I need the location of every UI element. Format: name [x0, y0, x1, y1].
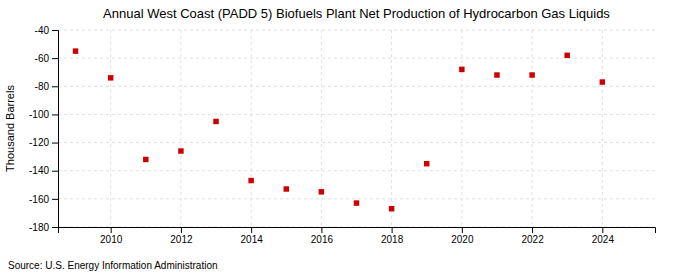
y-tick-mark: [52, 114, 58, 115]
y-tick: -180: [29, 222, 58, 233]
x-grid-line: [602, 30, 603, 227]
source: Source: U.S. Energy Information Administ…: [8, 260, 218, 271]
x-tick-label: 2016: [311, 234, 334, 245]
y-tick-mark: [52, 58, 58, 59]
y-tick-label: -160: [29, 194, 49, 205]
x-tick-label: 2022: [521, 234, 544, 245]
x-tick-mark: [532, 227, 533, 233]
y-tick: -160: [29, 194, 58, 205]
x-axis: 2010 2012 2014 2016 2018 2020 2022 2024: [59, 227, 656, 245]
x-grid-line: [251, 30, 252, 227]
points: [73, 48, 605, 211]
x-grid-line: [321, 30, 322, 227]
x-tick-label: 2018: [381, 234, 404, 245]
x-axis-line: [59, 228, 656, 234]
x-tick: 2022: [521, 227, 544, 245]
y-tick-mark: [52, 199, 58, 200]
x-tick: 2018: [381, 227, 404, 245]
x-tick: 2012: [170, 227, 193, 245]
point: [284, 186, 289, 191]
y-axis-line: [52, 31, 59, 228]
y-tick-label: -80: [35, 81, 50, 92]
x-tick: 2014: [241, 227, 264, 245]
point: [108, 75, 113, 80]
y-tick-mark: [52, 227, 58, 228]
y-tick-label: -40: [35, 25, 50, 36]
y-grid-line: [58, 170, 655, 171]
y-tick: -40: [35, 25, 58, 36]
x-tick-mark: [392, 227, 393, 233]
x-grid-line: [110, 30, 111, 227]
x-tick-mark: [111, 227, 112, 233]
point: [73, 48, 78, 53]
x-grid-line: [532, 30, 533, 227]
point: [248, 178, 253, 183]
point: [213, 119, 218, 124]
x-tick: 2016: [311, 227, 334, 245]
y-tick-mark: [52, 143, 58, 144]
y-grid-line: [58, 30, 655, 31]
y-axis: -180 -160 -140 -120 -100 -80 -60 -40: [29, 25, 59, 233]
title: Annual West Coast (PADD 5) Biofuels Plan…: [103, 6, 610, 21]
point: [178, 148, 183, 153]
y-grid-line: [58, 198, 655, 199]
grid: [58, 30, 655, 227]
x-grid-line: [180, 30, 181, 227]
y-tick: -60: [35, 53, 58, 64]
y-tick: -80: [35, 81, 58, 92]
x-tick: 2010: [100, 227, 123, 245]
x-tick-mark: [462, 227, 463, 233]
x-tick-label: 2024: [592, 234, 615, 245]
y-tick-label: -180: [29, 222, 49, 233]
x-tick-label: 2012: [170, 234, 193, 245]
y-tick-label: -140: [29, 165, 49, 176]
y-tick-mark: [52, 30, 58, 31]
point: [494, 72, 499, 77]
point: [564, 53, 569, 58]
y-tick-mark: [52, 171, 58, 172]
x-grid-line: [461, 30, 462, 227]
y-tick-label: -120: [29, 137, 49, 148]
y-grid-line: [58, 142, 655, 143]
x-tick-label: 2010: [100, 234, 123, 245]
x-tick-mark: [602, 227, 603, 233]
x-grid-line: [391, 30, 392, 227]
point: [424, 161, 429, 166]
x-tick: 2020: [451, 227, 474, 245]
y-tick: -100: [29, 109, 58, 120]
x-tick-mark: [181, 227, 182, 233]
point: [529, 72, 534, 77]
point: [389, 206, 394, 211]
point: [600, 79, 605, 84]
y-grid-line: [58, 114, 655, 115]
chart: 2010 2012 2014 2016 2018 2020 2022 2024 -180 -160…: [0, 0, 675, 275]
y-tick-label: -60: [35, 53, 50, 64]
x-tick: 2024: [592, 227, 615, 245]
y-tick-label: -100: [29, 109, 49, 120]
point: [354, 200, 359, 205]
point: [319, 189, 324, 194]
y-grid-line: [58, 86, 655, 87]
y-axis-title: Thousand Barrels: [4, 85, 16, 172]
x-tick-mark: [321, 227, 322, 233]
y-tick: -120: [29, 137, 58, 148]
x-tick-label: 2020: [451, 234, 474, 245]
point: [143, 157, 148, 162]
y-tick: -140: [29, 165, 58, 176]
x-tick-label: 2014: [241, 234, 264, 245]
y-tick-mark: [52, 86, 58, 87]
x-tick-mark: [251, 227, 252, 233]
point: [459, 67, 464, 72]
